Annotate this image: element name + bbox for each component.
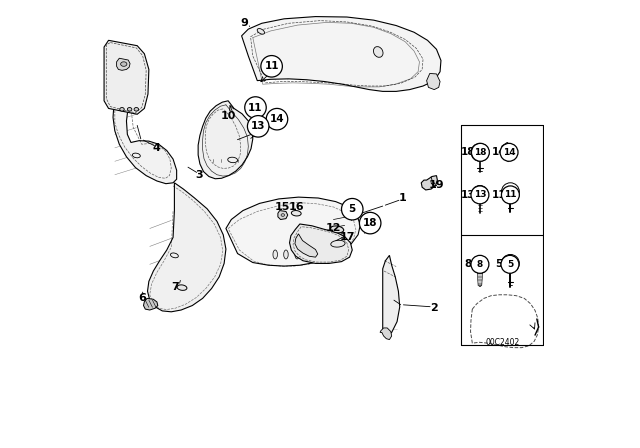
Circle shape [471, 186, 489, 204]
Ellipse shape [330, 226, 344, 233]
Ellipse shape [228, 157, 237, 163]
Ellipse shape [284, 250, 288, 259]
Polygon shape [295, 234, 317, 257]
Text: 2: 2 [430, 303, 438, 313]
Circle shape [502, 254, 520, 272]
Circle shape [360, 212, 381, 234]
Text: 16: 16 [289, 202, 305, 212]
Circle shape [501, 255, 519, 273]
Text: 11: 11 [492, 190, 506, 200]
Text: 13: 13 [251, 121, 266, 131]
Text: 13: 13 [461, 190, 475, 200]
Circle shape [472, 143, 490, 161]
Circle shape [266, 108, 288, 130]
Text: 5: 5 [495, 259, 503, 269]
Polygon shape [148, 183, 226, 312]
Text: 7: 7 [171, 282, 179, 292]
Text: 18: 18 [363, 218, 378, 228]
Text: 11: 11 [504, 190, 516, 199]
Polygon shape [226, 197, 360, 266]
Text: 9: 9 [240, 18, 248, 28]
Polygon shape [143, 298, 158, 310]
Polygon shape [380, 328, 392, 340]
Text: 14: 14 [492, 147, 506, 157]
Text: 4: 4 [152, 143, 161, 153]
Polygon shape [427, 73, 440, 90]
Ellipse shape [177, 285, 187, 290]
Ellipse shape [132, 153, 140, 158]
Ellipse shape [120, 108, 124, 111]
Text: 8: 8 [477, 260, 483, 269]
Circle shape [505, 258, 516, 269]
Ellipse shape [273, 250, 278, 259]
Ellipse shape [291, 211, 301, 216]
Text: 8: 8 [464, 259, 472, 269]
Text: 13: 13 [474, 190, 486, 199]
Circle shape [472, 257, 488, 273]
Text: 18: 18 [474, 148, 486, 157]
Polygon shape [421, 176, 437, 190]
Ellipse shape [331, 240, 345, 247]
Circle shape [261, 56, 282, 77]
Text: 6: 6 [139, 293, 147, 303]
Polygon shape [104, 40, 149, 114]
Ellipse shape [374, 47, 383, 57]
Text: 1: 1 [399, 193, 407, 203]
Polygon shape [383, 255, 400, 337]
Polygon shape [113, 81, 177, 184]
Text: 00C2402: 00C2402 [486, 338, 520, 347]
Text: 15: 15 [274, 202, 290, 212]
Text: 11: 11 [264, 61, 279, 71]
Circle shape [471, 255, 489, 273]
Text: 5: 5 [507, 260, 513, 269]
Polygon shape [198, 101, 253, 179]
Circle shape [342, 198, 363, 220]
Text: 18: 18 [461, 147, 475, 157]
Text: 10: 10 [221, 111, 236, 121]
Ellipse shape [170, 253, 179, 258]
Circle shape [500, 143, 518, 161]
Circle shape [506, 187, 515, 196]
Text: 19: 19 [429, 180, 444, 190]
Ellipse shape [281, 214, 285, 216]
Circle shape [502, 186, 520, 204]
Text: 11: 11 [248, 103, 263, 112]
Polygon shape [477, 273, 483, 286]
Text: 3: 3 [195, 170, 203, 180]
Text: 5: 5 [349, 204, 356, 214]
Ellipse shape [306, 250, 310, 259]
Polygon shape [289, 224, 352, 263]
Circle shape [244, 97, 266, 118]
Polygon shape [502, 142, 510, 153]
Ellipse shape [295, 250, 300, 259]
Circle shape [471, 143, 489, 161]
Polygon shape [242, 17, 441, 91]
Polygon shape [116, 58, 130, 70]
Ellipse shape [134, 108, 139, 111]
Ellipse shape [127, 108, 132, 111]
Polygon shape [278, 211, 288, 220]
Circle shape [502, 183, 520, 201]
Circle shape [476, 148, 484, 157]
Ellipse shape [257, 29, 264, 34]
Ellipse shape [121, 62, 127, 66]
Circle shape [472, 185, 488, 202]
Text: 14: 14 [269, 114, 284, 124]
Text: 14: 14 [503, 148, 515, 157]
Text: 17: 17 [340, 232, 356, 241]
Circle shape [248, 116, 269, 137]
Text: 12: 12 [326, 223, 341, 233]
